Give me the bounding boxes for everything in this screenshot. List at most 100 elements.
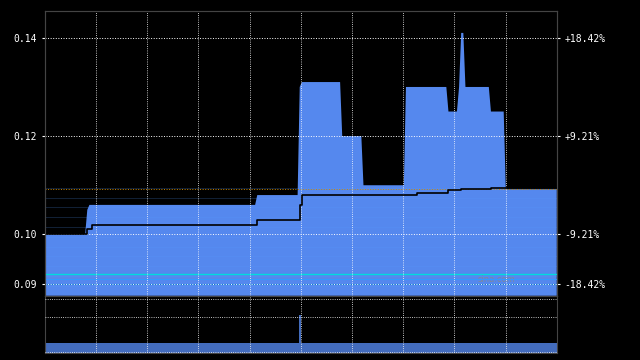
Bar [205, 343, 207, 353]
Bar [330, 343, 333, 353]
Bar [326, 343, 328, 353]
Bar [477, 343, 479, 353]
Bar [443, 343, 445, 353]
Bar [48, 343, 50, 353]
Bar [396, 343, 399, 353]
Bar [56, 343, 59, 353]
Bar [335, 343, 337, 353]
Bar [415, 343, 418, 353]
Bar [44, 343, 46, 353]
Bar [252, 343, 254, 353]
Bar [328, 343, 330, 353]
Bar [212, 343, 214, 353]
Bar [318, 343, 320, 353]
Bar [246, 343, 248, 353]
Bar [422, 343, 424, 353]
Bar [343, 343, 346, 353]
Bar [195, 343, 196, 353]
Bar [383, 343, 386, 353]
Bar [348, 343, 349, 353]
Bar [494, 343, 496, 353]
Bar [365, 343, 367, 353]
Bar [307, 343, 309, 353]
Bar [182, 343, 184, 353]
Bar [409, 343, 412, 353]
Bar [227, 343, 228, 353]
Bar [407, 343, 409, 353]
Bar [401, 343, 403, 353]
Bar [239, 343, 241, 353]
Bar [309, 343, 312, 353]
Bar [156, 343, 159, 353]
Bar [237, 343, 239, 353]
Bar [456, 343, 458, 353]
Bar [220, 343, 222, 353]
Bar [65, 343, 67, 353]
Bar [222, 343, 224, 353]
Bar [216, 343, 218, 353]
Bar [93, 343, 95, 353]
Bar [233, 343, 235, 353]
Bar [61, 343, 63, 353]
Bar [77, 343, 80, 353]
Bar [433, 343, 435, 353]
Bar [254, 343, 256, 353]
Bar [292, 343, 294, 353]
Bar [260, 343, 262, 353]
Bar [522, 343, 524, 353]
Bar [54, 343, 56, 353]
Bar [173, 343, 175, 353]
Bar [420, 343, 422, 353]
Bar [554, 343, 556, 353]
Bar [184, 343, 186, 353]
Bar [207, 343, 209, 353]
Bar [547, 343, 549, 353]
Bar [452, 343, 454, 353]
Bar [165, 343, 167, 353]
Bar [106, 343, 108, 353]
Bar [381, 343, 383, 353]
Bar [424, 343, 426, 353]
Bar [146, 343, 148, 353]
Bar [235, 343, 237, 353]
Bar [143, 343, 146, 353]
Bar [127, 343, 129, 353]
Bar [490, 343, 492, 353]
Bar [405, 343, 407, 353]
Bar [301, 343, 303, 353]
Bar [129, 343, 131, 353]
Bar [80, 343, 82, 353]
Bar [154, 343, 156, 353]
Bar [201, 343, 203, 353]
Bar [230, 343, 233, 353]
Bar [161, 343, 163, 353]
Bar [169, 343, 172, 353]
Bar [378, 343, 380, 353]
Bar [524, 343, 526, 353]
Bar [241, 343, 243, 353]
Bar [312, 343, 314, 353]
Bar [275, 343, 277, 353]
Bar [135, 343, 137, 353]
Bar [175, 343, 177, 353]
Bar [488, 343, 490, 353]
Bar [324, 343, 326, 353]
Bar [86, 343, 88, 353]
Bar [259, 343, 260, 353]
Bar [152, 343, 154, 353]
Bar [390, 343, 392, 353]
Bar [224, 343, 227, 353]
Bar [50, 343, 52, 353]
Bar [356, 343, 358, 353]
Bar [214, 343, 216, 353]
Bar [101, 343, 103, 353]
Bar [265, 343, 267, 353]
Bar [188, 343, 190, 353]
Bar [250, 343, 252, 353]
Bar [362, 343, 365, 353]
Bar [90, 343, 93, 353]
Bar [109, 343, 112, 353]
Bar [392, 343, 394, 353]
Bar [303, 343, 305, 353]
Bar [358, 343, 360, 353]
